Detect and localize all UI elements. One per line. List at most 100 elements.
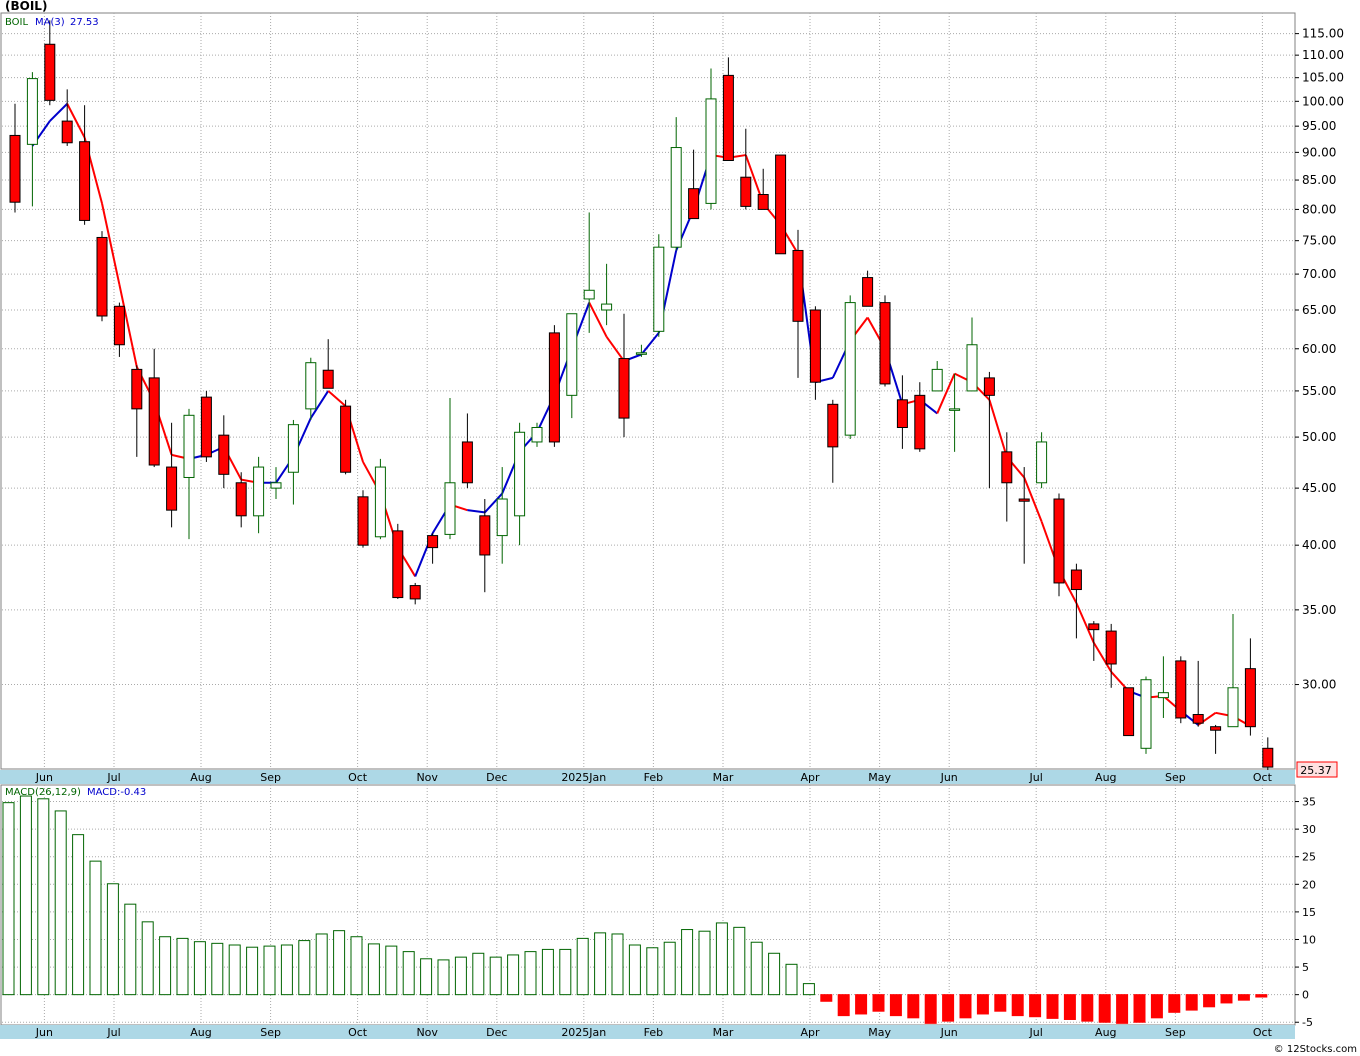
candle-body bbox=[96, 236, 108, 317]
price-x-tick-label: Nov bbox=[416, 771, 438, 784]
candle bbox=[44, 20, 56, 106]
macd-legend-value: MACD:-0.43 bbox=[87, 787, 146, 798]
candle bbox=[235, 472, 247, 528]
price-y-tick-label: 80.00 bbox=[1302, 202, 1336, 216]
ma3-segment bbox=[588, 302, 608, 338]
price-x-tick-label: Sep bbox=[1165, 771, 1186, 784]
ma3-segment bbox=[1075, 602, 1095, 644]
candle-body bbox=[1036, 441, 1048, 484]
ma3-segment bbox=[605, 336, 625, 362]
candle-body bbox=[705, 98, 717, 204]
macd-bars bbox=[2, 795, 1268, 1024]
candle-body bbox=[340, 405, 352, 473]
price-x-tick-label: Jun bbox=[940, 771, 958, 784]
candle bbox=[305, 357, 317, 420]
macd-bar bbox=[367, 943, 380, 996]
macd-bar bbox=[1133, 994, 1146, 1023]
candle bbox=[461, 413, 473, 489]
price-y-tick-label: 45.00 bbox=[1302, 481, 1336, 495]
macd-x-tick-label: Sep bbox=[260, 1026, 281, 1039]
candle-body bbox=[653, 246, 665, 332]
candle bbox=[862, 270, 874, 307]
macd-bar bbox=[1220, 994, 1233, 1004]
macd-bar bbox=[1185, 994, 1198, 1011]
candle bbox=[705, 68, 717, 210]
candle-body bbox=[635, 352, 647, 355]
macd-bar bbox=[715, 922, 728, 996]
macd-x-tick-label: Jun bbox=[35, 1026, 53, 1039]
macd-bar bbox=[959, 994, 972, 1019]
candle bbox=[879, 295, 891, 387]
price-x-tick-label: 2025Jan bbox=[561, 771, 606, 784]
candle bbox=[26, 72, 38, 207]
price-y-tick-label: 75.00 bbox=[1302, 234, 1336, 248]
candle bbox=[218, 415, 230, 489]
candle-body bbox=[270, 482, 282, 489]
candle-body bbox=[374, 466, 386, 538]
candle bbox=[113, 302, 125, 357]
macd-bar bbox=[889, 994, 902, 1017]
macd-bar bbox=[211, 942, 224, 996]
price-x-axis bbox=[0, 770, 1295, 784]
price-x-tick-labels: Jun Jul Aug Sep Oct Nov Dec 2025Jan Feb Mar Apr May… bbox=[35, 771, 1273, 784]
candle bbox=[9, 103, 21, 213]
candle bbox=[722, 57, 734, 161]
candle bbox=[253, 456, 265, 534]
macd-x-tick-labels: Jun Jul Aug Sep Oct Nov Dec 2025Jan Feb Mar Apr May… bbox=[35, 1026, 1273, 1039]
candle-body bbox=[479, 515, 491, 556]
macd-bar bbox=[37, 798, 50, 996]
candle-body bbox=[1244, 668, 1256, 728]
candle bbox=[514, 422, 526, 546]
ma3-segment bbox=[49, 103, 68, 122]
candle bbox=[1053, 493, 1065, 597]
macd-bar bbox=[507, 954, 520, 996]
candle bbox=[1227, 614, 1239, 728]
macd-bar bbox=[1237, 994, 1250, 1001]
candle bbox=[1244, 638, 1256, 736]
macd-bar bbox=[141, 921, 154, 996]
price-grid bbox=[2, 13, 1294, 769]
macd-bar bbox=[315, 933, 328, 996]
macd-bar bbox=[263, 945, 276, 996]
price-x-tick-label: Oct bbox=[348, 771, 368, 784]
candle bbox=[1210, 724, 1222, 754]
macd-x-tick-label: Oct bbox=[1253, 1026, 1273, 1039]
price-y-tick-label: 100.00 bbox=[1302, 94, 1344, 108]
candle bbox=[166, 422, 178, 528]
macd-bar bbox=[1081, 994, 1094, 1022]
candle bbox=[340, 399, 352, 475]
macd-x-tick-label: Jun bbox=[940, 1026, 958, 1039]
ma3-segment bbox=[467, 509, 485, 514]
macd-y-tick-label: 20 bbox=[1302, 878, 1316, 891]
macd-bar bbox=[106, 883, 119, 996]
macd-x-tick-label: Jul bbox=[106, 1026, 120, 1039]
candle-body bbox=[1262, 747, 1274, 768]
chart-title: (BOIL) bbox=[5, 0, 47, 13]
candle bbox=[1140, 676, 1152, 754]
ma3-segment bbox=[640, 332, 660, 356]
candle-body bbox=[775, 154, 787, 255]
macd-bar bbox=[820, 994, 833, 1002]
price-y-tick-label: 60.00 bbox=[1302, 342, 1336, 356]
price-x-tick-label: Sep bbox=[260, 771, 281, 784]
price-x-tick-label: Jun bbox=[35, 771, 53, 784]
candle bbox=[1070, 563, 1082, 639]
price-x-tick-label: Dec bbox=[486, 771, 507, 784]
price-x-tick-label: May bbox=[868, 771, 891, 784]
macd-bar bbox=[733, 926, 746, 996]
candle bbox=[183, 408, 195, 540]
ma3-segment bbox=[1092, 642, 1113, 673]
macd-bar bbox=[855, 994, 868, 1015]
macd-bar bbox=[907, 994, 920, 1019]
price-x-tick-label: Mar bbox=[713, 771, 734, 784]
candle-body bbox=[61, 120, 73, 144]
candle bbox=[1157, 656, 1169, 718]
candle bbox=[479, 499, 491, 593]
macd-bar bbox=[437, 959, 450, 996]
ma3-segment bbox=[1023, 477, 1043, 522]
candle-body bbox=[1192, 714, 1204, 724]
macd-bar bbox=[611, 933, 624, 996]
macd-bar bbox=[72, 834, 85, 996]
macd-bar bbox=[1029, 994, 1042, 1018]
